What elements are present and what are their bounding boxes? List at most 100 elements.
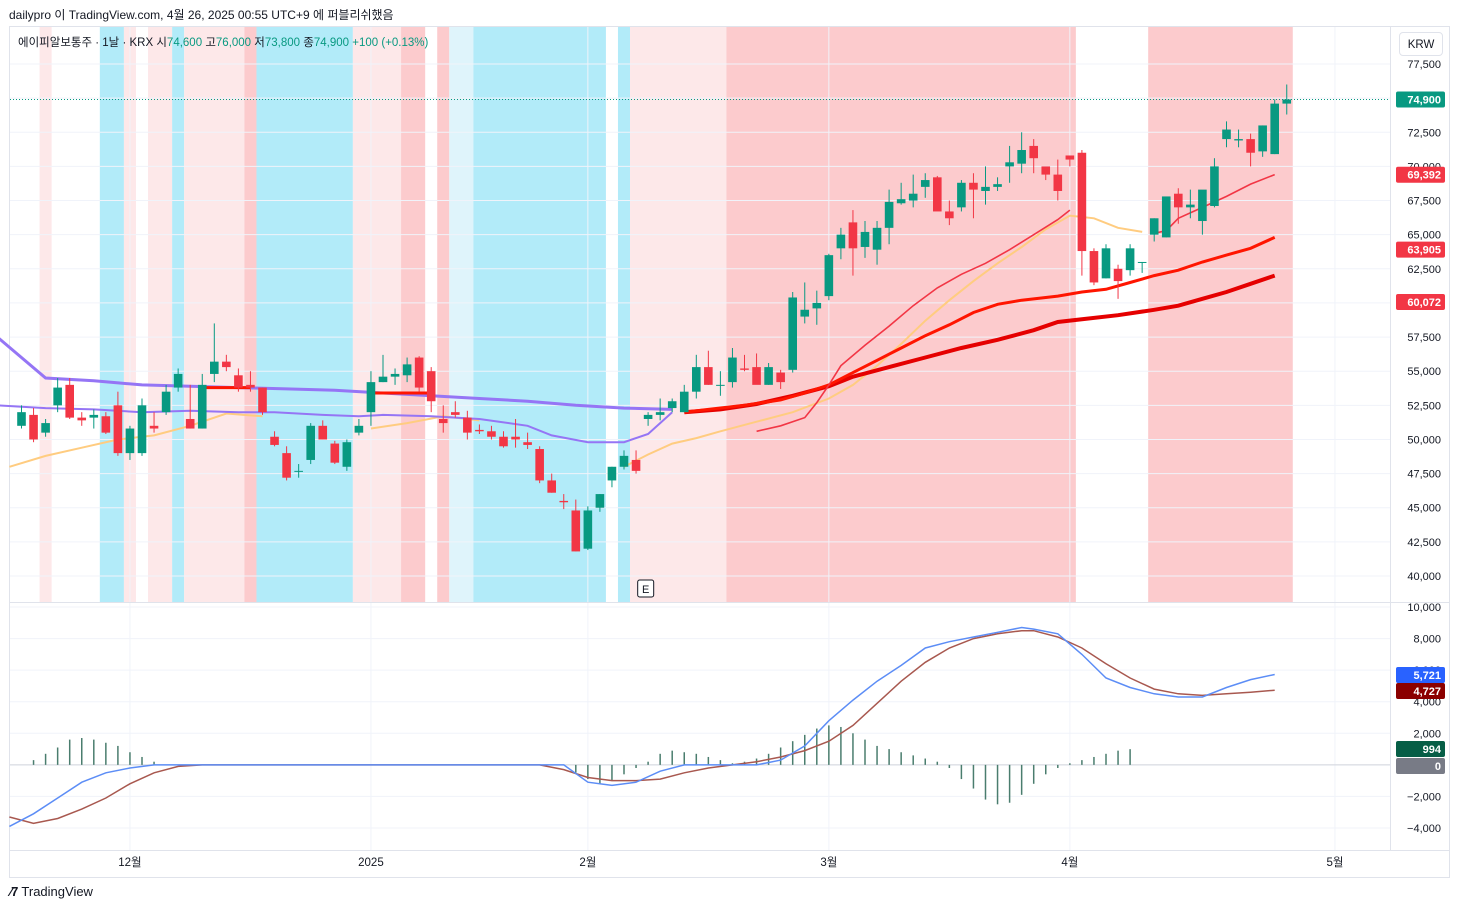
price-tick-label: 40,000	[1407, 571, 1441, 583]
candle-body	[113, 405, 123, 454]
author: dailypro	[9, 8, 52, 22]
moving-average-purple	[0, 337, 673, 411]
candle-body	[270, 436, 279, 445]
candle-body	[752, 367, 761, 385]
candle-body	[1137, 261, 1147, 263]
candle-body	[728, 357, 737, 383]
publish-date: 4월 26, 2025 00:55 UTC+9	[166, 8, 310, 22]
time-tick-label: 3월	[820, 856, 837, 869]
macd-label: 0	[1396, 758, 1445, 774]
candle-body	[1089, 251, 1099, 283]
signal-band	[726, 27, 1076, 602]
candle-body	[547, 480, 556, 493]
footer: ⁄7 TradingView	[10, 884, 93, 899]
signal-band	[99, 27, 124, 602]
candle-body	[77, 417, 87, 421]
candle-body	[607, 466, 617, 481]
symbol-name: 에이피알보통주 · 1날 · KRX	[18, 37, 154, 49]
candle-body	[595, 494, 605, 508]
candle-body	[824, 255, 834, 297]
price-tick-label: 57,500	[1407, 332, 1441, 344]
low-label: 저	[254, 37, 265, 49]
earnings-box	[637, 579, 655, 598]
candle-body	[920, 180, 930, 187]
price-tick-label: 77,500	[1407, 59, 1441, 71]
signal-band	[401, 27, 426, 602]
macd-label: 5,721	[1396, 667, 1445, 683]
candle-body	[402, 364, 412, 376]
candle-body	[1041, 166, 1051, 175]
candle-body	[1077, 152, 1087, 252]
candle-body	[896, 199, 906, 204]
candle-body	[342, 442, 352, 467]
macd-tick-label: −4,000	[1407, 823, 1441, 835]
candle-body	[222, 361, 231, 368]
candle-body	[137, 405, 147, 454]
candle-body	[800, 309, 810, 317]
price-label: 74,900	[1396, 91, 1445, 108]
candle-body	[993, 184, 1002, 187]
price-tick-label: 67,500	[1407, 196, 1441, 208]
candle-body	[655, 412, 665, 415]
symbol-legend: 에이피알보통주 · 1날 · KRX 시74,600 고76,000 저73,8…	[18, 34, 428, 50]
macd-signal-line	[9, 629, 1275, 825]
price-label-bg	[1396, 293, 1445, 310]
candle-body	[1149, 218, 1159, 235]
candle-body	[981, 186, 990, 191]
candle-body	[366, 382, 376, 413]
candle-body	[631, 459, 641, 471]
candles	[17, 84, 1292, 552]
price-tick-label: 72,500	[1407, 127, 1441, 139]
price-tick-label: 55,000	[1407, 366, 1441, 378]
price-tick-label: 65,000	[1407, 230, 1441, 242]
earnings-label: E	[642, 584, 649, 596]
candle-body	[1186, 204, 1195, 208]
candle-body	[29, 414, 38, 440]
candle-body	[667, 401, 677, 409]
macd-tick-label: 4,000	[1413, 697, 1441, 709]
price-label: 69,392	[1396, 166, 1445, 183]
candle-body	[776, 372, 785, 383]
chart-frame[interactable]	[9, 26, 1450, 878]
open-value: 74,600	[166, 37, 203, 49]
candle-body	[1113, 268, 1123, 282]
candle-body	[1029, 145, 1038, 159]
candle-body	[704, 367, 713, 385]
candle-body	[41, 423, 50, 433]
candle-body	[499, 436, 508, 447]
candle-body	[812, 302, 822, 309]
signal-band	[244, 27, 257, 602]
signal-band	[449, 27, 474, 602]
signal-band	[148, 27, 173, 602]
change-value: +100 (+0.13%)	[352, 37, 429, 49]
time-axis: 12월 2025 2월 3월 4월 5월	[118, 856, 1343, 869]
publish-info: dailypro 이 TradingView.com, 4월 26, 2025 …	[9, 6, 394, 23]
candle-body	[1125, 248, 1135, 271]
candle-body	[330, 443, 340, 463]
candle-body	[487, 431, 496, 437]
candle-body	[451, 412, 460, 415]
candle-body	[53, 387, 62, 406]
time-tick-label: 2025	[358, 857, 384, 869]
candle-body	[294, 470, 303, 472]
signal-band	[437, 27, 450, 602]
publish-suffix: 에 퍼블리쉬했음	[312, 8, 394, 22]
candle-body	[619, 455, 629, 467]
currency-button[interactable]: KRW	[1399, 32, 1443, 56]
candle-body	[463, 417, 472, 433]
candle-body	[125, 428, 135, 454]
candle-body	[511, 436, 520, 440]
candle-body	[306, 425, 315, 460]
candle-body	[945, 211, 954, 219]
connector: 이	[54, 8, 66, 22]
candle-body	[161, 391, 171, 413]
candle-body	[679, 391, 689, 413]
candle-body	[788, 297, 797, 370]
candle-body	[957, 182, 966, 208]
macd-label: 4,727	[1396, 683, 1445, 699]
candle-body	[378, 376, 388, 383]
candle-body	[246, 384, 255, 388]
candle-body	[884, 201, 894, 228]
low-value: 73,800	[264, 37, 301, 49]
